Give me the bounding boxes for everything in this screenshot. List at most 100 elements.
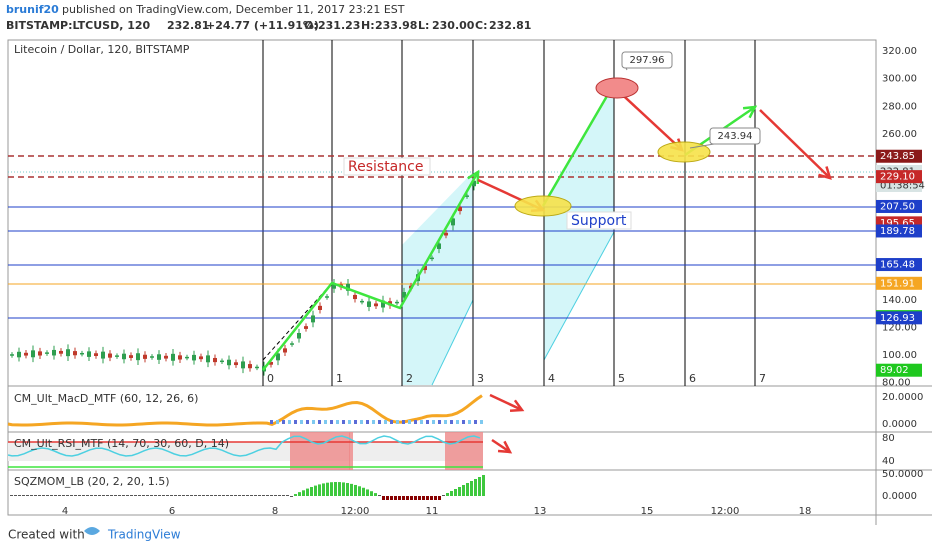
- squeeze-bar: [82, 495, 85, 496]
- candle: [332, 283, 336, 289]
- squeeze-bar: [234, 495, 237, 496]
- price-label-bg: [876, 258, 922, 272]
- squeeze-bar: [134, 495, 137, 496]
- header: brunif20 published on TradingView.com, D…: [6, 3, 405, 32]
- squeeze-bar: [278, 495, 281, 496]
- squeeze-bar: [482, 475, 485, 496]
- price-label-bg: [876, 224, 922, 238]
- squeeze-bar: [186, 495, 189, 496]
- wave-arrow: [759, 109, 831, 179]
- squeeze-bar: [198, 495, 201, 496]
- squeeze-bar: [434, 496, 437, 500]
- ohlc-value: 231.23: [318, 19, 360, 32]
- squeeze-bar: [422, 496, 425, 500]
- published: published on TradingView.com, December 1…: [62, 3, 405, 16]
- candle: [59, 350, 63, 354]
- candle: [164, 355, 168, 359]
- macd-bar: [384, 420, 387, 424]
- arrow-head: [742, 105, 758, 119]
- squeeze-bar: [238, 495, 241, 496]
- squeeze-bar: [146, 495, 149, 496]
- squeeze-bar: [142, 495, 145, 496]
- candle: [108, 353, 112, 358]
- macd-bar: [462, 420, 465, 424]
- squeeze-bar: [122, 495, 125, 496]
- candle: [430, 257, 434, 260]
- squeeze-bar: [470, 481, 473, 496]
- macd-bar: [318, 420, 321, 424]
- indicator-tick: 0.0000: [882, 491, 917, 502]
- squeeze-bar: [258, 495, 261, 496]
- price-label-bg: [876, 149, 922, 163]
- squeeze-bar: [322, 483, 325, 496]
- time-tick: 11: [426, 506, 439, 517]
- ohlc-label: C:: [475, 19, 487, 32]
- squeeze-bar: [46, 495, 49, 496]
- squeeze-bar: [418, 496, 421, 500]
- squeeze-bar: [162, 495, 165, 496]
- wave-arrow: [491, 438, 511, 454]
- channel: [402, 172, 473, 385]
- price-label: 126.93: [880, 313, 915, 324]
- candle: [297, 332, 301, 339]
- squeeze-bar: [38, 495, 41, 496]
- channel-edge: [431, 299, 474, 386]
- candle: [185, 356, 189, 359]
- squeeze-bar: [458, 487, 461, 496]
- squeeze-bar: [290, 496, 293, 497]
- wave-arrow: [489, 393, 523, 412]
- macd-bar: [306, 420, 309, 424]
- squeeze-bar: [230, 495, 233, 496]
- squeeze-bar: [58, 495, 61, 496]
- squeeze-bar: [70, 495, 73, 496]
- squeeze-bar: [182, 495, 185, 496]
- squeeze-bar: [374, 493, 377, 496]
- macd-bar: [450, 420, 453, 424]
- candle: [73, 351, 77, 356]
- brand[interactable]: TradingView: [107, 528, 181, 542]
- ohlc-label: O:: [304, 19, 318, 32]
- callout-label: 243.94: [718, 131, 753, 142]
- time-tick: 4: [62, 506, 68, 517]
- candle: [325, 296, 329, 298]
- squeeze-bar: [206, 495, 209, 496]
- squeeze-bar: [22, 495, 25, 496]
- squeeze-bar: [314, 485, 317, 496]
- squeeze-bar: [282, 495, 285, 496]
- squeeze-bar: [106, 495, 109, 496]
- candle: [192, 354, 196, 361]
- target: [657, 141, 711, 163]
- candle: [171, 353, 175, 361]
- squeeze-bar: [354, 484, 357, 496]
- squeeze-bar: [214, 495, 217, 496]
- squeeze-bar: [114, 495, 117, 496]
- candle: [248, 364, 252, 369]
- candle: [381, 300, 385, 308]
- squeeze-bar: [334, 482, 337, 496]
- squeeze-bar: [442, 495, 445, 496]
- squeeze-bar: [326, 482, 329, 496]
- price-label-bg: [876, 311, 922, 325]
- candle: [129, 355, 133, 358]
- author[interactable]: brunif20: [6, 3, 59, 16]
- squeeze-bar: [358, 486, 361, 496]
- squeeze-bar: [158, 495, 161, 496]
- squeeze-bar: [446, 493, 449, 496]
- price-label: 229.10: [880, 172, 915, 183]
- candle: [94, 353, 98, 357]
- indicator-title: CM_Ult_RSI_MTF (14, 70, 30, 60, D, 14): [14, 437, 229, 450]
- candle: [437, 243, 441, 249]
- squeeze-bar: [462, 485, 465, 496]
- time-tick: 12:00: [341, 506, 370, 517]
- macd-bar: [372, 420, 375, 424]
- macd-bar: [324, 420, 327, 424]
- squeeze-bar: [350, 483, 353, 496]
- squeeze-bar: [130, 495, 133, 496]
- macd-bar: [282, 420, 285, 424]
- macd-bar: [438, 420, 441, 424]
- time-tick: 12:00: [711, 506, 740, 517]
- macd-bar: [390, 420, 393, 424]
- squeeze-bar: [74, 495, 77, 496]
- price-tick: 80.00: [882, 378, 911, 389]
